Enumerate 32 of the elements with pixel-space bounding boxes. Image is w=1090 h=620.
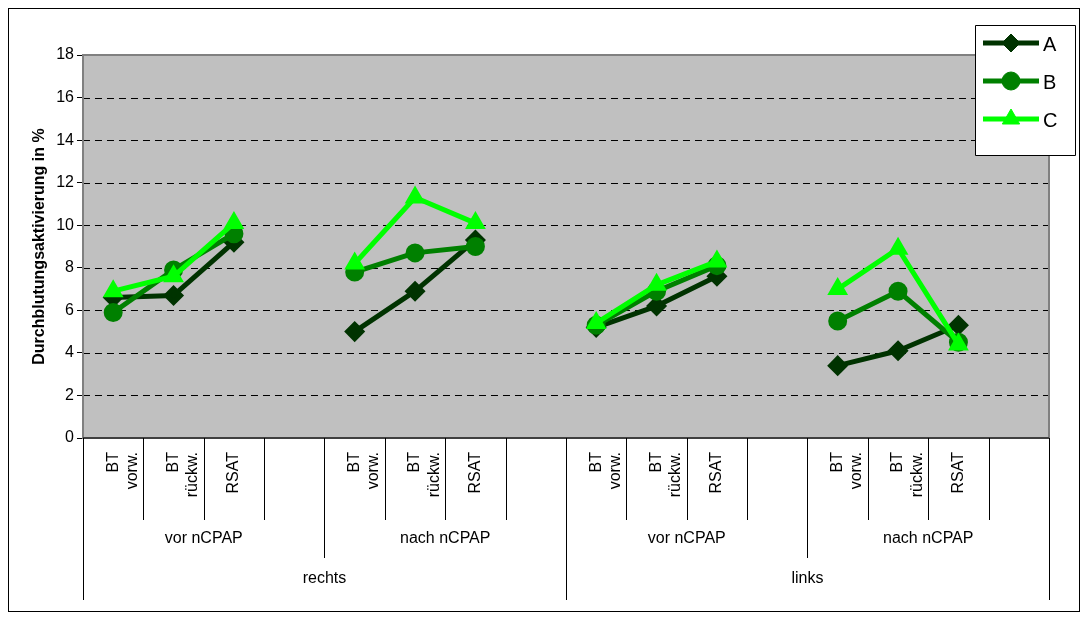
legend-label: A — [1043, 32, 1057, 55]
x-tick-label: RSAT — [948, 451, 966, 494]
x-tick-label: BT rückw. — [888, 451, 925, 498]
legend-label: C — [1043, 108, 1058, 131]
legend-label: B — [1043, 70, 1057, 93]
y-tick-label: 10 — [56, 215, 75, 233]
x-tick-label: BT vorw. — [586, 451, 623, 490]
y-axis-title: Durchblutungsaktivierung in % — [30, 128, 48, 365]
x-tick-label: BT rückw. — [405, 451, 442, 498]
y-tick-label: 12 — [56, 173, 75, 191]
y-tick-label: 4 — [65, 343, 75, 361]
x-tick-label: BT vorw. — [103, 451, 140, 490]
text: nach nCPAP — [883, 529, 974, 547]
y-tick-label: 16 — [56, 87, 75, 105]
y-tick-label: 14 — [56, 130, 75, 148]
x-tick-label: RSAT — [224, 451, 242, 494]
x-tick-label: BT vorw. — [345, 451, 382, 490]
y-tick-label: 18 — [56, 45, 75, 63]
text: nach nCPAP — [400, 529, 491, 547]
text: vor nCPAP — [647, 529, 726, 547]
x-tick-label: RSAT — [465, 451, 483, 494]
text: vor nCPAP — [164, 529, 243, 547]
y-tick-label: 6 — [65, 300, 75, 318]
x-tick-label: BT vorw. — [828, 451, 865, 490]
y-tick-label: 2 — [65, 385, 75, 403]
text: rechts — [302, 569, 347, 587]
x-tick-label: BT rückw. — [646, 451, 684, 498]
y-tick-label: 8 — [65, 258, 75, 276]
x-tick-label: RSAT — [707, 451, 725, 494]
x-tick-label: BT rückw. — [163, 451, 201, 498]
y-tick-label: 0 — [65, 428, 75, 446]
text: links — [791, 569, 824, 587]
